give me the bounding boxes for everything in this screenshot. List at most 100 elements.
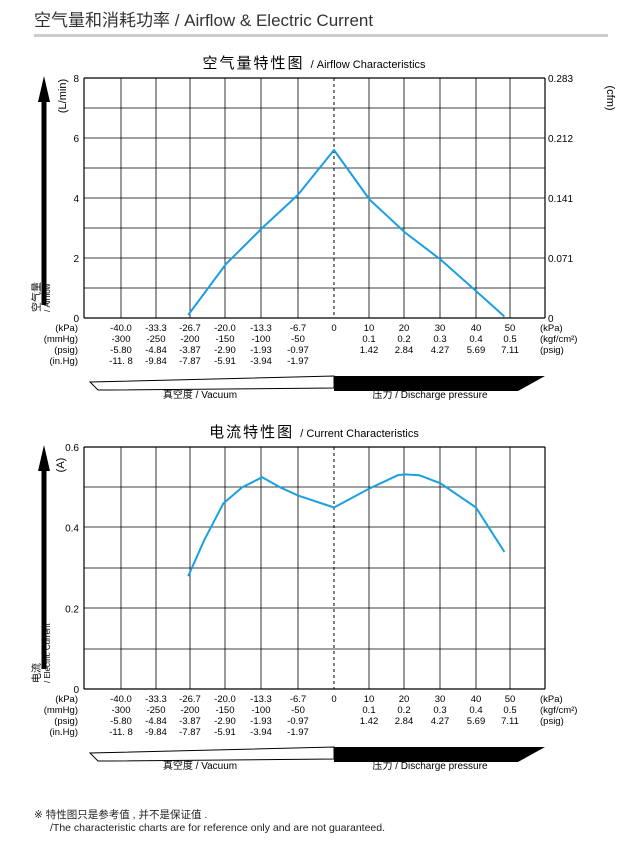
x-tick-label: -33.3 xyxy=(145,323,167,334)
x-tick-label: -250 xyxy=(146,334,165,345)
x-tick-label: -250 xyxy=(146,705,165,716)
x-tick-label: -50 xyxy=(291,705,305,716)
x-unit-label-right: (kgf/cm²) xyxy=(540,705,577,716)
x-unit-label: (psig) xyxy=(54,716,78,727)
airflow-chart: 空气量特性图 / Airflow Characteristics 0 2 4 6 8 0 0.… xyxy=(0,40,628,450)
pressure-label: 压力 / Discharge pressure xyxy=(372,388,487,401)
y-axis-unit-right: (cfm) xyxy=(604,85,616,110)
x-tick-label: 0.4 xyxy=(469,334,482,345)
x-tick-label: -150 xyxy=(215,334,234,345)
x-tick-label: -13.3 xyxy=(250,323,272,334)
x-tick-label: 2.84 xyxy=(395,345,414,356)
x-tick-label: -100 xyxy=(251,334,270,345)
x-tick-label: 50 xyxy=(505,323,516,334)
chart-title-en: / Airflow Characteristics xyxy=(311,59,426,71)
x-tick-label: 40 xyxy=(471,323,482,334)
x-tick-label: 4.27 xyxy=(431,345,450,356)
y-axis-unit: (L/min) xyxy=(57,79,69,113)
y-tick-label-right: 0.141 xyxy=(548,194,573,205)
y-axis-arrow-head xyxy=(38,76,50,102)
x-tick-label: -50 xyxy=(291,334,305,345)
x-tick-label: 5.69 xyxy=(467,716,486,727)
page-heading: 空气量和消耗功率 / Airflow & Electric Current xyxy=(34,6,373,31)
x-tick-label: -26.7 xyxy=(179,694,201,705)
x-unit-label: (kPa) xyxy=(55,323,78,334)
x-unit-label: (in.Hg) xyxy=(49,727,78,738)
x-tick-label: -2.90 xyxy=(214,716,236,727)
x-tick-label: -40.0 xyxy=(110,694,132,705)
x-tick-label: -4.84 xyxy=(145,345,167,356)
x-tick-label: -150 xyxy=(215,705,234,716)
x-tick-label: 0.3 xyxy=(433,334,446,345)
x-tick-label: 30 xyxy=(435,694,446,705)
x-tick-label: -3.87 xyxy=(179,716,201,727)
x-tick-label: -20.0 xyxy=(214,694,236,705)
x-tick-label: -1.97 xyxy=(287,356,309,367)
x-tick-label: -11. 8 xyxy=(109,356,133,367)
y-tick-label: 0.6 xyxy=(65,443,79,454)
x-unit-label: (kPa) xyxy=(55,694,78,705)
x-tick-label: 0.5 xyxy=(503,334,516,345)
x-unit-label-right: (kPa) xyxy=(540,694,563,705)
y-axis-side-label: 空气量/ Airflow xyxy=(30,282,52,312)
x-tick-label: 2.84 xyxy=(395,716,414,727)
chart-title: 电流特性图 / Current Characteristics xyxy=(209,424,419,441)
x-tick-label: -1.93 xyxy=(250,716,272,727)
y-tick-label: 0.4 xyxy=(65,524,79,535)
x-tick-label: 40 xyxy=(471,694,482,705)
x-tick-label: 0 xyxy=(331,323,336,334)
x-tick-label: -0.97 xyxy=(287,716,309,727)
chart-title-cn: 电流特性图 xyxy=(209,424,300,441)
x-tick-label: -6.7 xyxy=(290,323,306,334)
x-unit-label: (in.Hg) xyxy=(49,356,78,367)
x-tick-label: -4.84 xyxy=(145,716,167,727)
x-tick-label: -100 xyxy=(251,705,270,716)
x-tick-label: 0.4 xyxy=(469,705,482,716)
x-tick-label: -33.3 xyxy=(145,694,167,705)
x-tick-label: 1.42 xyxy=(360,345,379,356)
x-tick-label: 30 xyxy=(435,323,446,334)
x-tick-label: 0.1 xyxy=(362,705,375,716)
x-tick-label: 0.1 xyxy=(362,334,375,345)
x-unit-label: (psig) xyxy=(54,345,78,356)
x-tick-label: -200 xyxy=(180,334,199,345)
x-tick-label: -40.0 xyxy=(110,323,132,334)
series-line xyxy=(188,150,504,317)
x-unit-label: (mmHg) xyxy=(44,705,78,716)
x-tick-label: -200 xyxy=(180,705,199,716)
x-tick-label: 4.27 xyxy=(431,716,450,727)
x-tick-label: 1.42 xyxy=(360,716,379,727)
current-chart: 电流特性图 / Current Characteristics 0 0.2 0.4 0.… xyxy=(0,410,628,800)
x-tick-label: -7.87 xyxy=(179,356,201,367)
x-tick-label: -26.7 xyxy=(179,323,201,334)
side-label-cn: 空气量 xyxy=(30,282,43,312)
x-tick-label: -5.91 xyxy=(214,356,236,367)
side-label-cn: 电流 xyxy=(30,663,43,683)
chart-title-cn: 空气量特性图 xyxy=(202,55,310,72)
vacuum-label: 真空度 / Vacuum xyxy=(163,759,237,772)
y-tick-label: 0.2 xyxy=(65,604,79,615)
x-tick-label: -11. 8 xyxy=(109,727,133,738)
x-tick-label: 0.3 xyxy=(433,705,446,716)
x-tick-label: 0.2 xyxy=(397,334,410,345)
y-tick-label: 2 xyxy=(73,254,79,265)
x-tick-label: 7.11 xyxy=(501,716,519,727)
x-tick-label: 10 xyxy=(364,694,375,705)
vacuum-label: 真空度 / Vacuum xyxy=(163,388,237,401)
x-tick-label: 7.11 xyxy=(501,345,519,356)
x-tick-label: 20 xyxy=(399,694,410,705)
y-tick-label: 6 xyxy=(73,134,79,145)
y-tick-label: 8 xyxy=(73,74,79,85)
y-axis-side-label: 电流/ Electric Current xyxy=(30,623,52,683)
y-axis-unit: (A) xyxy=(55,458,67,473)
x-unit-label-right: (psig) xyxy=(540,345,564,356)
y-tick-label-right: 0.071 xyxy=(548,254,573,265)
x-tick-label: 5.69 xyxy=(467,345,486,356)
x-tick-label: -9.84 xyxy=(145,727,167,738)
x-tick-label: -0.97 xyxy=(287,345,309,356)
x-tick-label: 0.2 xyxy=(397,705,410,716)
side-label-en: / Electric Current xyxy=(43,623,52,683)
vacuum-band-arrow xyxy=(90,376,334,390)
disclaimer-en: /The characteristic charts are for refer… xyxy=(50,822,385,834)
x-tick-label: 10 xyxy=(364,323,375,334)
